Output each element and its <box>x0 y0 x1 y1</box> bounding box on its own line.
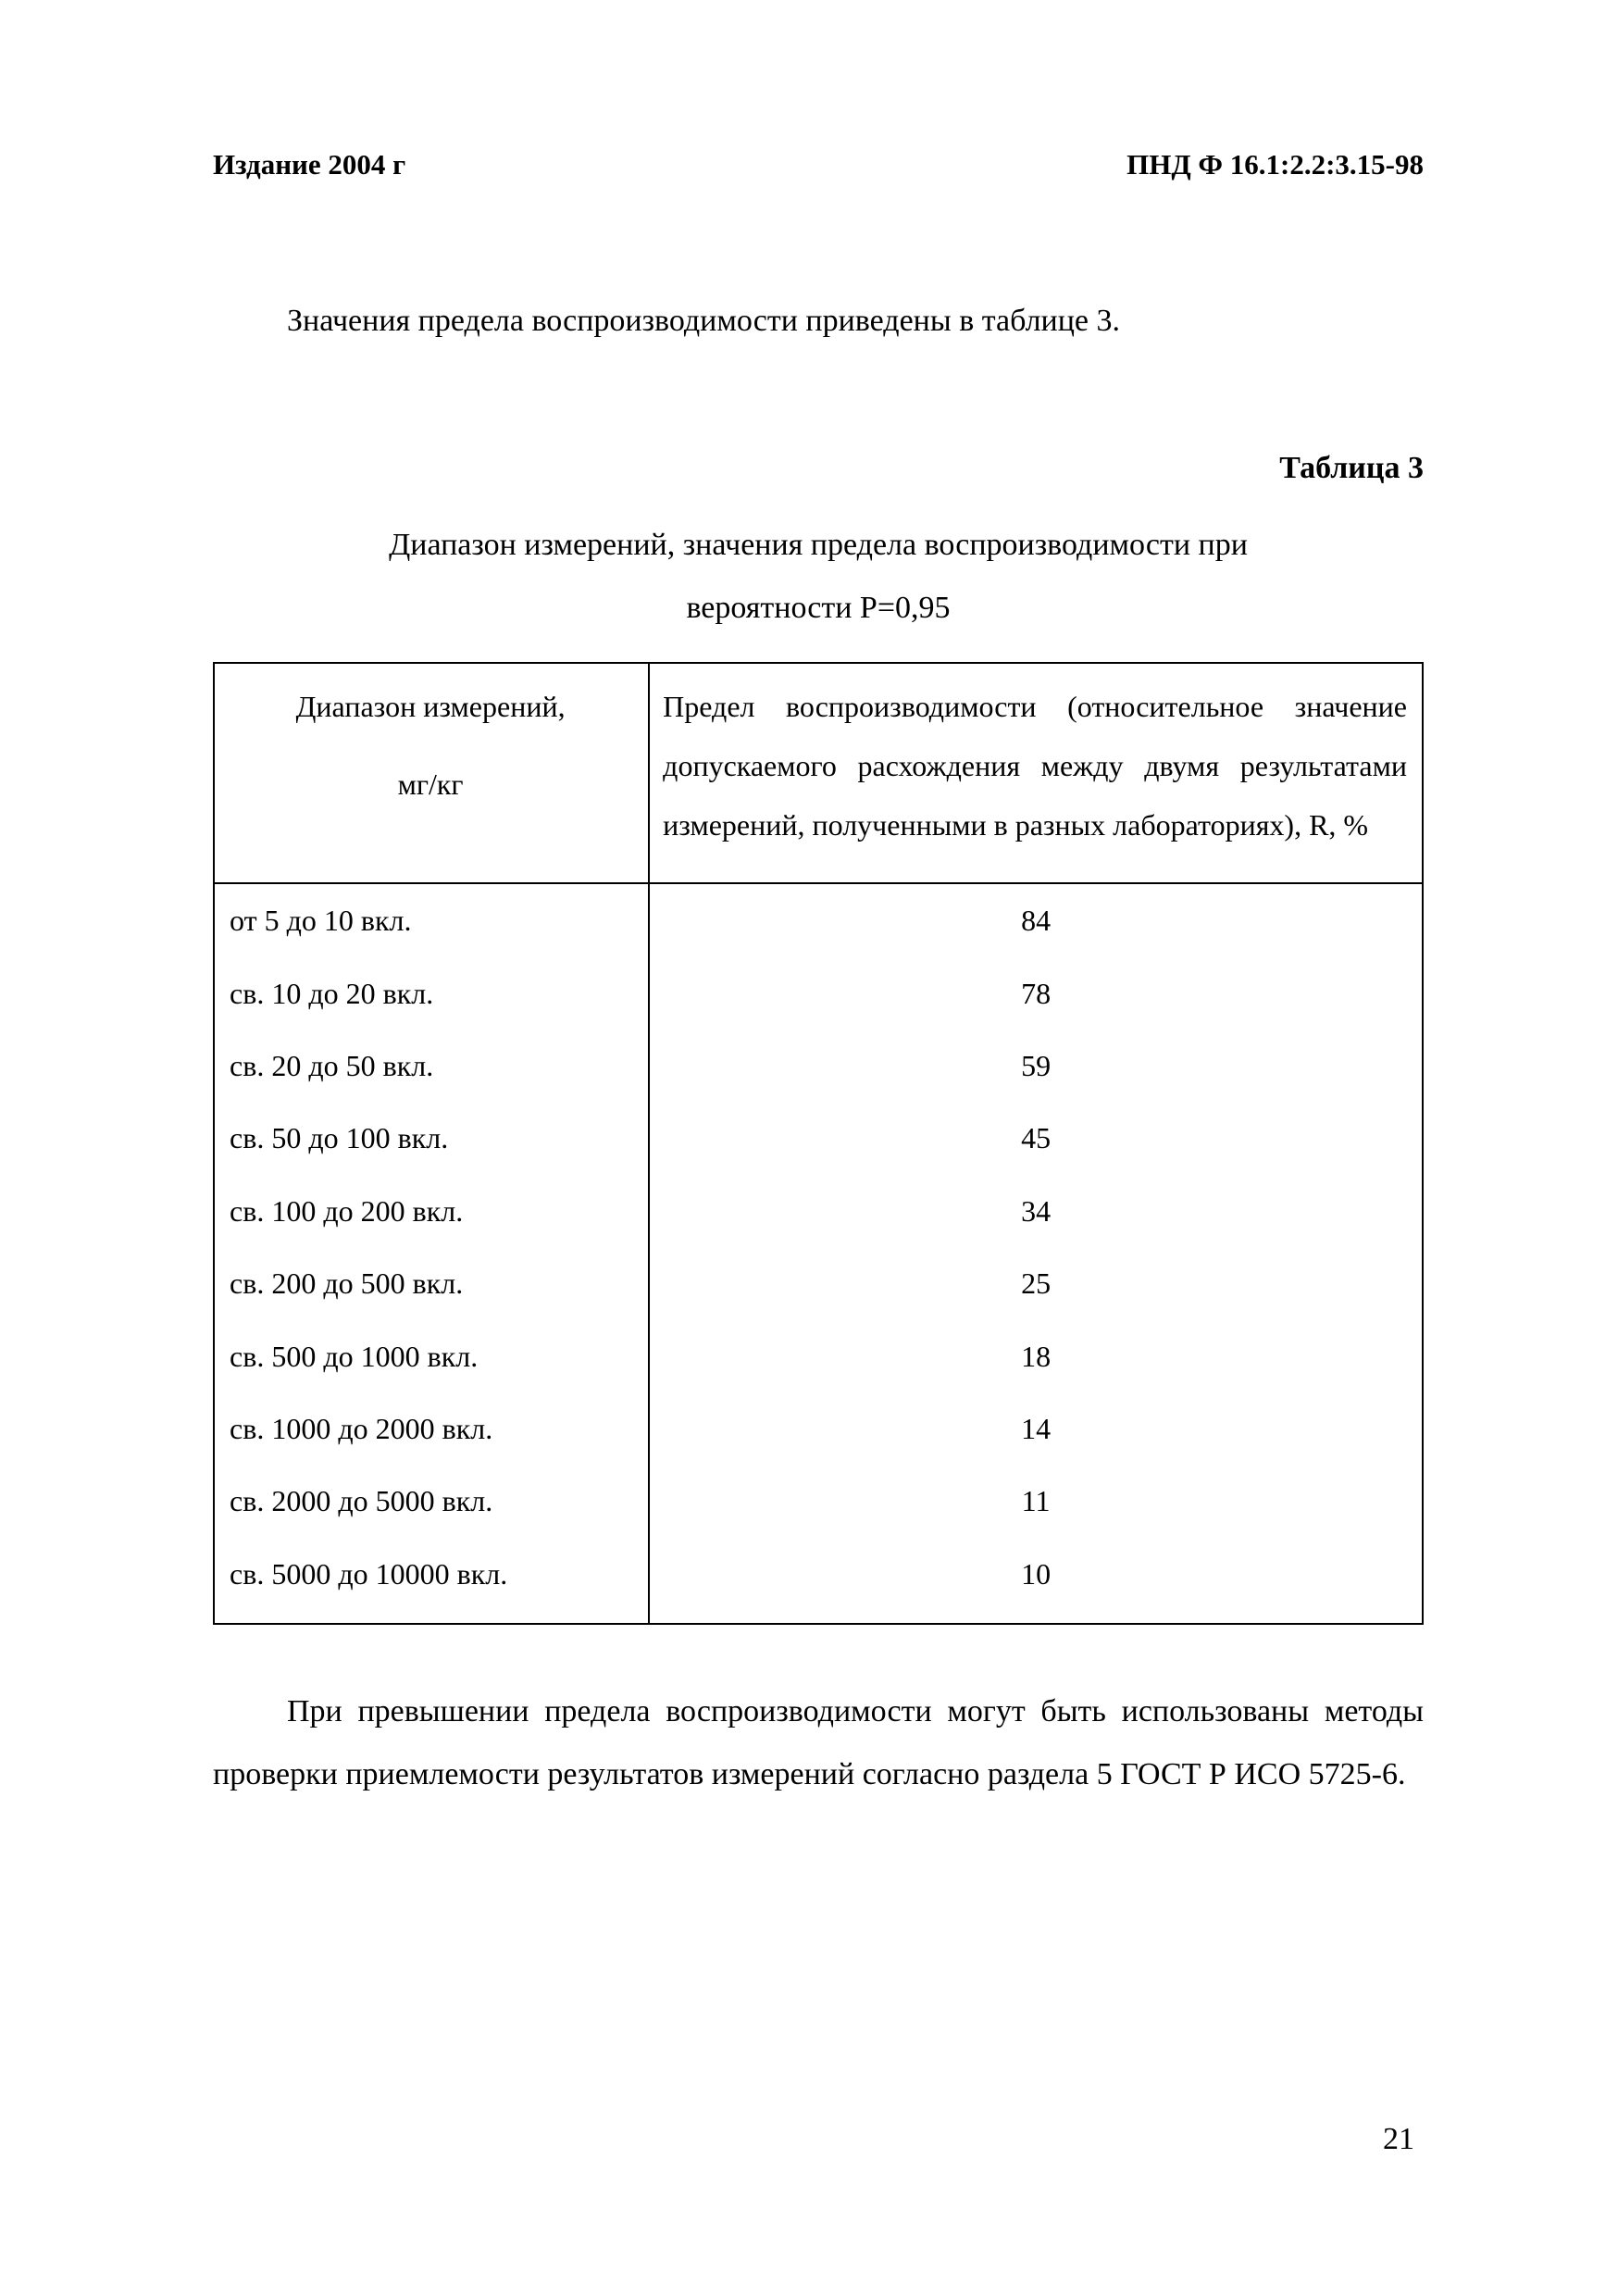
cell-range: св. 200 до 500 вкл. <box>214 1247 649 1319</box>
cell-range: св. 10 до 20 вкл. <box>214 957 649 1029</box>
page-number: 21 <box>1383 2122 1414 2157</box>
cell-limit: 25 <box>649 1247 1423 1319</box>
table-body: от 5 до 10 вкл. 84 св. 10 до 20 вкл. 78 … <box>214 883 1423 1624</box>
cell-limit: 84 <box>649 883 1423 956</box>
table-row: св. 5000 до 10000 вкл. 10 <box>214 1538 1423 1624</box>
table-caption-line1: Диапазон измерений, значения предела вос… <box>389 528 1248 562</box>
table-row: св. 500 до 1000 вкл. 18 <box>214 1320 1423 1392</box>
cell-limit: 10 <box>649 1538 1423 1624</box>
after-paragraph: При превышении предела воспроизводимости… <box>213 1680 1424 1806</box>
table-row: св. 2000 до 5000 вкл. 11 <box>214 1465 1423 1537</box>
table-row: св. 10 до 20 вкл. 78 <box>214 957 1423 1029</box>
table-label: Таблица 3 <box>213 451 1424 486</box>
table-caption: Диапазон измерений, значения предела вос… <box>213 514 1424 640</box>
cell-range: св. 500 до 1000 вкл. <box>214 1320 649 1392</box>
table-row: св. 1000 до 2000 вкл. 14 <box>214 1392 1423 1465</box>
cell-limit: 59 <box>649 1029 1423 1102</box>
col-header-range: Диапазон измерений, мг/кг <box>214 663 649 883</box>
page-container: Издание 2004 г ПНД Ф 16.1:2.2:3.15-98 Зн… <box>0 0 1618 2296</box>
table-row: св. 100 до 200 вкл. 34 <box>214 1175 1423 1247</box>
cell-range: св. 100 до 200 вкл. <box>214 1175 649 1247</box>
table-header-row: Диапазон измерений, мг/кг Предел воспрои… <box>214 663 1423 883</box>
table-caption-line2: вероятности P=0,95 <box>686 591 950 625</box>
header-right: ПНД Ф 16.1:2.2:3.15-98 <box>1126 148 1424 181</box>
cell-limit: 78 <box>649 957 1423 1029</box>
header-left: Издание 2004 г <box>213 148 405 181</box>
table-row: от 5 до 10 вкл. 84 <box>214 883 1423 956</box>
page-header: Издание 2004 г ПНД Ф 16.1:2.2:3.15-98 <box>213 148 1424 181</box>
cell-range: св. 50 до 100 вкл. <box>214 1102 649 1174</box>
intro-paragraph: Значения предела воспроизводимости приве… <box>213 293 1424 349</box>
cell-range: от 5 до 10 вкл. <box>214 883 649 956</box>
table-row: св. 200 до 500 вкл. 25 <box>214 1247 1423 1319</box>
cell-limit: 18 <box>649 1320 1423 1392</box>
cell-range: св. 5000 до 10000 вкл. <box>214 1538 649 1624</box>
table-row: св. 50 до 100 вкл. 45 <box>214 1102 1423 1174</box>
cell-range: св. 1000 до 2000 вкл. <box>214 1392 649 1465</box>
cell-range: св. 2000 до 5000 вкл. <box>214 1465 649 1537</box>
col-header-limit: Предел воспроизводимости (относительное … <box>649 663 1423 883</box>
col-header-range-l1: Диапазон измерений, <box>296 690 566 723</box>
cell-range: св. 20 до 50 вкл. <box>214 1029 649 1102</box>
cell-limit: 34 <box>649 1175 1423 1247</box>
table-row: св. 20 до 50 вкл. 59 <box>214 1029 1423 1102</box>
cell-limit: 14 <box>649 1392 1423 1465</box>
data-table: Диапазон измерений, мг/кг Предел воспрои… <box>213 662 1424 1625</box>
cell-limit: 45 <box>649 1102 1423 1174</box>
cell-limit: 11 <box>649 1465 1423 1537</box>
col-header-range-l2: мг/кг <box>228 755 633 814</box>
